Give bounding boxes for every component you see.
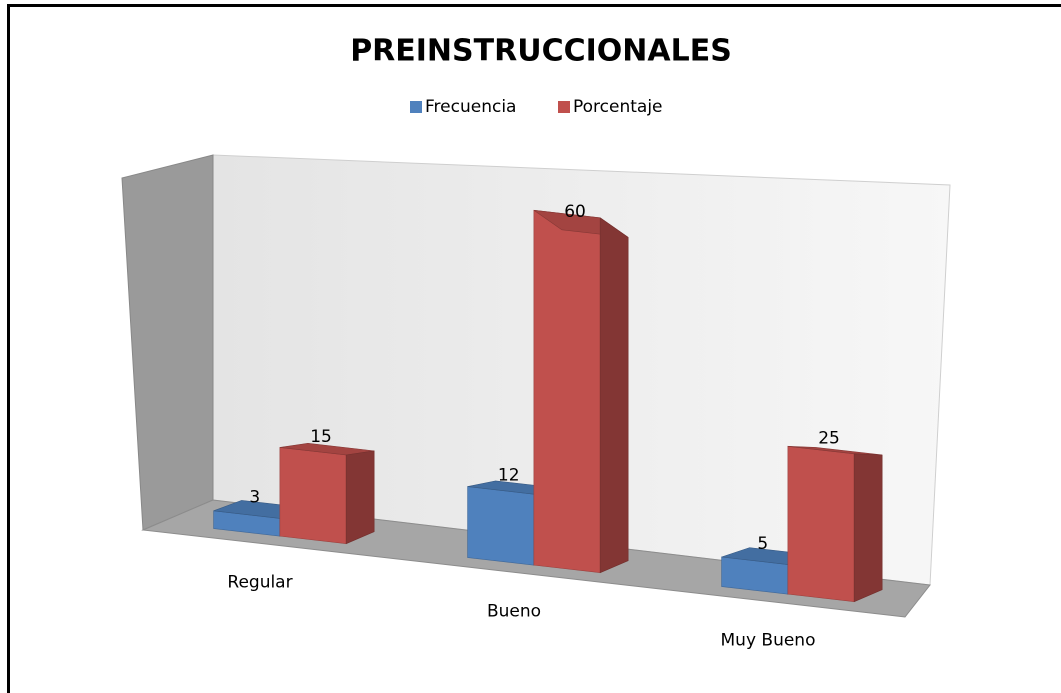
bar-front	[787, 445, 855, 603]
data-label: 25	[818, 429, 840, 449]
bar	[787, 445, 883, 603]
bar-side	[853, 453, 883, 603]
data-label: 3	[249, 487, 260, 507]
plot: Regular 3 15 Bueno 12 60 Muy Bueno 5 25	[213, 202, 883, 651]
data-label: 12	[498, 466, 520, 486]
bar	[279, 442, 375, 545]
legend-label: Porcentaje	[573, 97, 663, 117]
bar-side	[599, 217, 629, 574]
legend-swatch	[558, 101, 570, 113]
bar-front	[279, 447, 347, 545]
bar-front	[533, 209, 601, 574]
legend: Frecuencia Porcentaje	[410, 97, 663, 117]
bar	[533, 209, 629, 574]
x-tick-label: Regular	[227, 573, 292, 593]
x-tick-label: Bueno	[487, 602, 541, 622]
legend-label: Frecuencia	[425, 97, 516, 117]
bar-side	[345, 450, 375, 545]
bar-front	[467, 486, 535, 566]
data-label: 5	[757, 534, 768, 554]
chart-title: PREINSTRUCCIONALES	[350, 34, 732, 69]
x-tick-label: Muy Bueno	[721, 631, 816, 651]
data-label: 15	[310, 427, 332, 447]
legend-swatch	[410, 101, 422, 113]
data-label: 60	[564, 202, 586, 222]
